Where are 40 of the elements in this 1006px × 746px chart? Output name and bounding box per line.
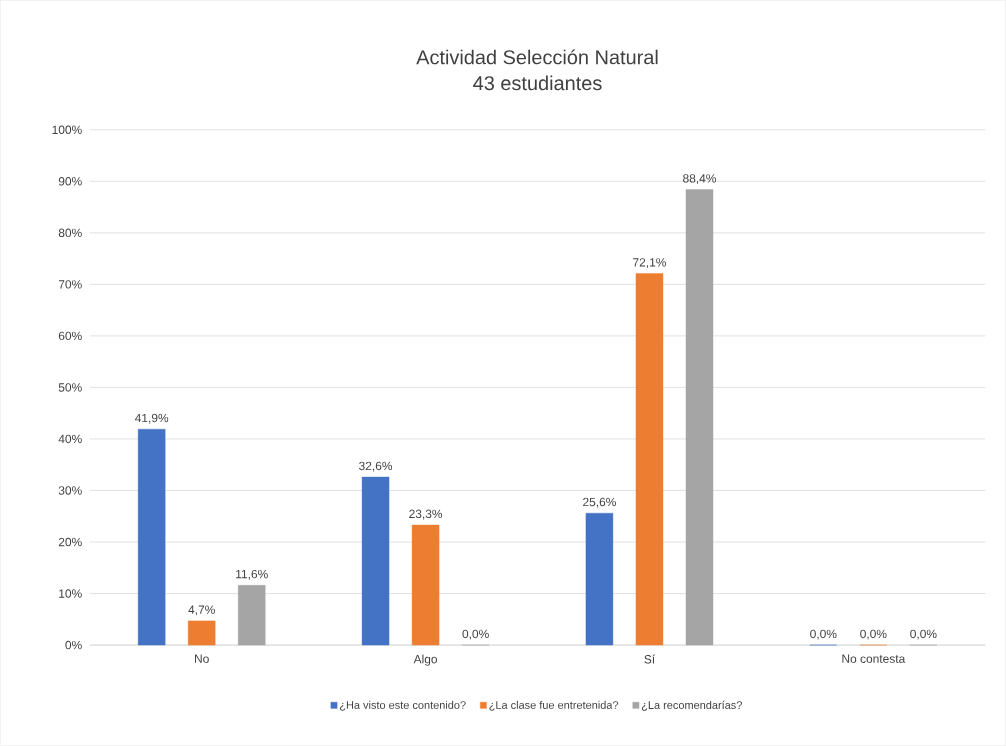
- legend-label: ¿La recomendarías?: [641, 700, 742, 711]
- y-tick-label: 10%: [59, 589, 82, 598]
- data-label: 11,6%: [236, 569, 268, 580]
- bar: [238, 585, 266, 646]
- legend-label: ¿Ha visto este contenido?: [340, 700, 466, 711]
- bar: [411, 524, 440, 646]
- y-tick-label: 30%: [58, 486, 82, 495]
- legend-label: ¿La clase fue entretenida?: [489, 700, 619, 711]
- x-tick-label: Sí: [644, 654, 656, 664]
- bar: [361, 476, 390, 646]
- data-label: 23,3%: [409, 509, 443, 520]
- data-label: 4,7%: [188, 605, 215, 616]
- y-tick-label: 60%: [58, 331, 82, 341]
- chart-subtitle: 43 estudiantes: [473, 75, 602, 91]
- y-tick-label: 70%: [58, 280, 82, 289]
- y-tick-label: 80%: [58, 228, 82, 238]
- bar: [137, 429, 166, 646]
- data-label: 0,0%: [462, 629, 489, 640]
- bar: [187, 620, 216, 646]
- chart-title: Actividad Selección Natural: [416, 49, 658, 65]
- x-tick-label: No contesta: [842, 654, 906, 664]
- y-tick-label: 40%: [58, 434, 82, 444]
- data-label: 88,4%: [683, 174, 717, 185]
- bar: [635, 273, 664, 646]
- data-label: 72,1%: [633, 258, 666, 269]
- data-label: 25,6%: [583, 497, 616, 508]
- y-tick-label: 0%: [65, 640, 82, 650]
- data-label: 41,9%: [134, 413, 169, 424]
- x-tick-label: Algo: [413, 654, 438, 666]
- data-label: 0,0%: [910, 629, 937, 640]
- y-tick-label: 100%: [52, 125, 82, 135]
- x-tick-label: No: [195, 654, 209, 664]
- y-tick-label: 20%: [58, 537, 82, 547]
- data-label: 32,6%: [359, 461, 393, 472]
- y-tick-label: 90%: [58, 177, 82, 186]
- data-label: 0,0%: [860, 629, 887, 640]
- data-label: 0,0%: [810, 629, 837, 640]
- y-tick-label: 50%: [58, 383, 82, 392]
- bar: [685, 189, 714, 646]
- bar: [585, 513, 614, 646]
